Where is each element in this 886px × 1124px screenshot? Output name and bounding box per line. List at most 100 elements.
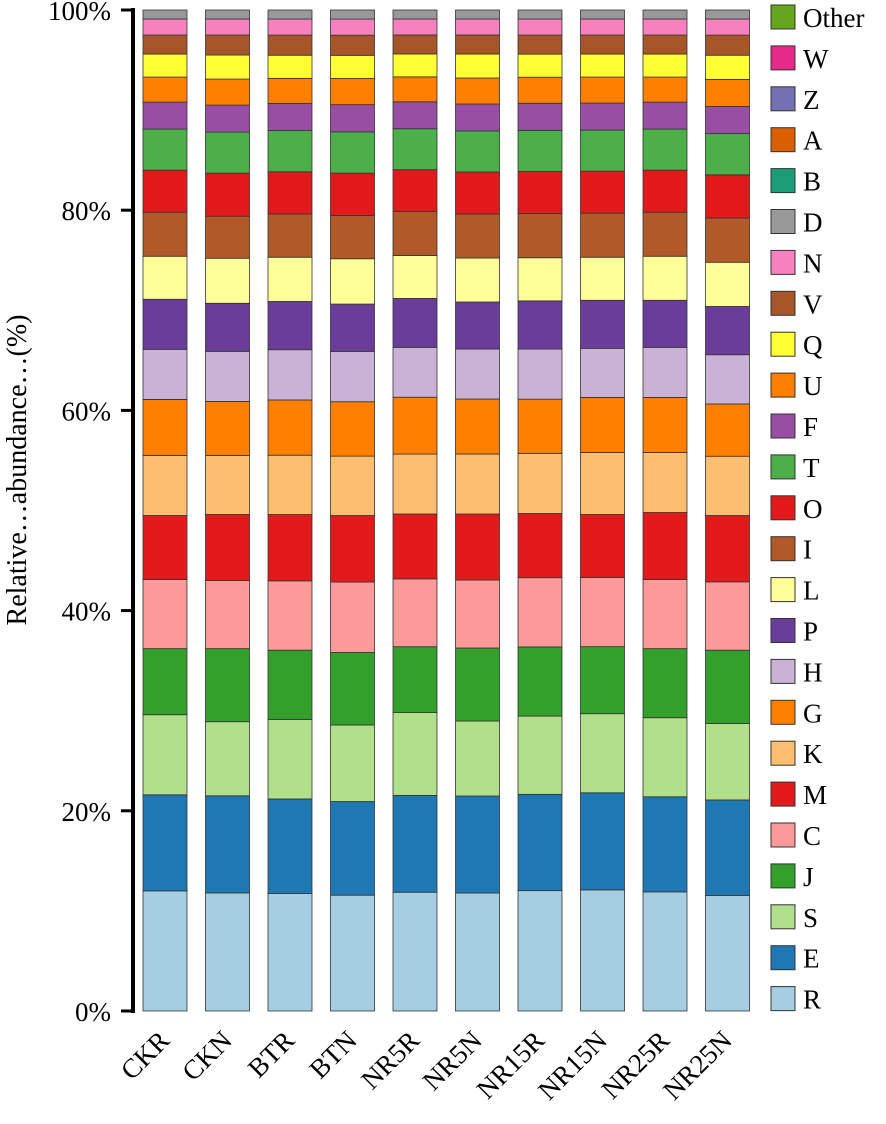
legend-item-r: R: [770, 985, 821, 1015]
bar-stack-btn: [330, 9, 375, 1012]
bar-segment-s: [142, 714, 188, 796]
y-tick-label: 0%: [75, 997, 111, 1027]
legend-item-g: G: [770, 698, 823, 728]
bar-segment-o: [330, 172, 375, 216]
legend-label: P: [803, 617, 818, 647]
bar-stack-nr15r: [517, 9, 563, 1012]
bar-segment-o: [517, 171, 563, 215]
bar-segment-i: [642, 211, 688, 257]
legend-label: A: [803, 126, 823, 156]
bar-segment-t: [705, 133, 750, 176]
bar-segment-p: [455, 301, 500, 350]
bar-segment-o: [455, 171, 500, 215]
bar-segment-d: [642, 9, 688, 20]
legend-item-t: T: [770, 453, 820, 483]
legend-item-e: E: [770, 944, 820, 974]
bar-segment-n: [642, 18, 688, 36]
bar-segment-i: [705, 217, 750, 263]
bar-segment-n: [455, 18, 500, 36]
legend-label: M: [803, 780, 827, 810]
bar-segment-o: [267, 171, 313, 215]
bar-segment-k: [705, 455, 750, 516]
bar-segment-k: [517, 452, 563, 514]
legend-item-v: V: [770, 289, 823, 319]
bar-segment-n: [392, 18, 438, 36]
bar-segment-e: [267, 798, 313, 894]
y-tick-label: 80%: [62, 196, 112, 226]
bar-segment-e: [142, 794, 188, 892]
bar-segment-h: [517, 348, 563, 400]
bar-segment-e: [580, 792, 625, 891]
bar-segment-i: [205, 215, 250, 259]
bar-segment-k: [330, 455, 375, 516]
bar-segment-v: [705, 34, 750, 56]
y-axis-label: Relative…abundance…(%): [2, 315, 33, 626]
bar-segment-h: [705, 354, 750, 405]
bar-segment-i: [580, 212, 625, 258]
bar-segment-q: [642, 53, 688, 78]
bar-segment-u: [455, 77, 500, 105]
bar-segment-j: [705, 649, 750, 724]
bar-segment-n: [142, 18, 188, 36]
bar-segment-l: [330, 258, 375, 305]
legend-swatch: [770, 209, 796, 234]
bar-segment-f: [330, 104, 375, 133]
bar-segment-c: [642, 579, 688, 650]
legend-label: K: [803, 739, 823, 769]
bar-segment-h: [205, 350, 250, 402]
bar-segment-g: [517, 398, 563, 454]
bar-segment-h: [330, 350, 375, 403]
bar-segment-i: [142, 211, 188, 257]
y-tick-label: 100%: [48, 0, 111, 26]
bar-segment-p: [142, 298, 188, 350]
bar-stack-nr25n: [705, 9, 750, 1012]
bar-segment-u: [392, 76, 438, 103]
bar-segment-o: [392, 169, 438, 212]
legend-label: H: [803, 657, 823, 687]
legend-item-b: B: [770, 167, 821, 197]
bar-segment-k: [392, 453, 438, 515]
legend-swatch: [770, 945, 796, 971]
bar-segment-f: [267, 103, 313, 132]
bar-segment-e: [642, 796, 688, 893]
bar-segment-g: [205, 400, 250, 456]
bar-segment-d: [205, 9, 250, 20]
legend-label: F: [803, 412, 818, 442]
bar-stack-nr5n: [455, 9, 500, 1012]
bar-segment-v: [455, 34, 500, 55]
bar-segment-r: [330, 894, 375, 1012]
bar-segment-g: [705, 403, 750, 457]
y-axis-ticks: 0% 20% 40% 60% 80% 100%: [48, 0, 133, 1027]
bar-segment-t: [642, 128, 688, 171]
bar-segment-k: [205, 455, 250, 515]
legend-swatch: [770, 822, 796, 848]
bar-segment-n: [517, 18, 563, 36]
legend-label: T: [803, 453, 820, 483]
bar-segment-f: [705, 106, 750, 135]
bar-segment-t: [205, 131, 250, 174]
legend-item-i: I: [770, 535, 812, 565]
legend-item-h: H: [770, 657, 823, 687]
legend-label: J: [803, 862, 814, 892]
bar-segment-e: [517, 793, 563, 892]
legend-swatch: [770, 699, 796, 725]
legend-swatch: [770, 168, 796, 194]
bar-segment-d: [580, 9, 625, 20]
bar-segment-r: [705, 895, 750, 1012]
bar-segment-h: [392, 346, 438, 398]
x-tick-label: NR15R: [471, 1025, 551, 1105]
bar-segment-p: [517, 300, 563, 350]
legend-label: Q: [803, 330, 823, 360]
legend-label: O: [803, 494, 823, 524]
legend-swatch: [770, 863, 796, 889]
bar-segment-q: [455, 53, 500, 79]
legend-swatch: [770, 86, 796, 112]
bar-segment-q: [517, 53, 563, 78]
legend-swatch: [770, 249, 796, 275]
bar-segment-j: [642, 648, 688, 719]
legend-label: E: [803, 944, 820, 974]
bar-segment-j: [142, 648, 188, 716]
legend-item-j: J: [770, 862, 814, 892]
bar-segment-s: [455, 720, 500, 797]
legend-swatch: [770, 658, 796, 684]
